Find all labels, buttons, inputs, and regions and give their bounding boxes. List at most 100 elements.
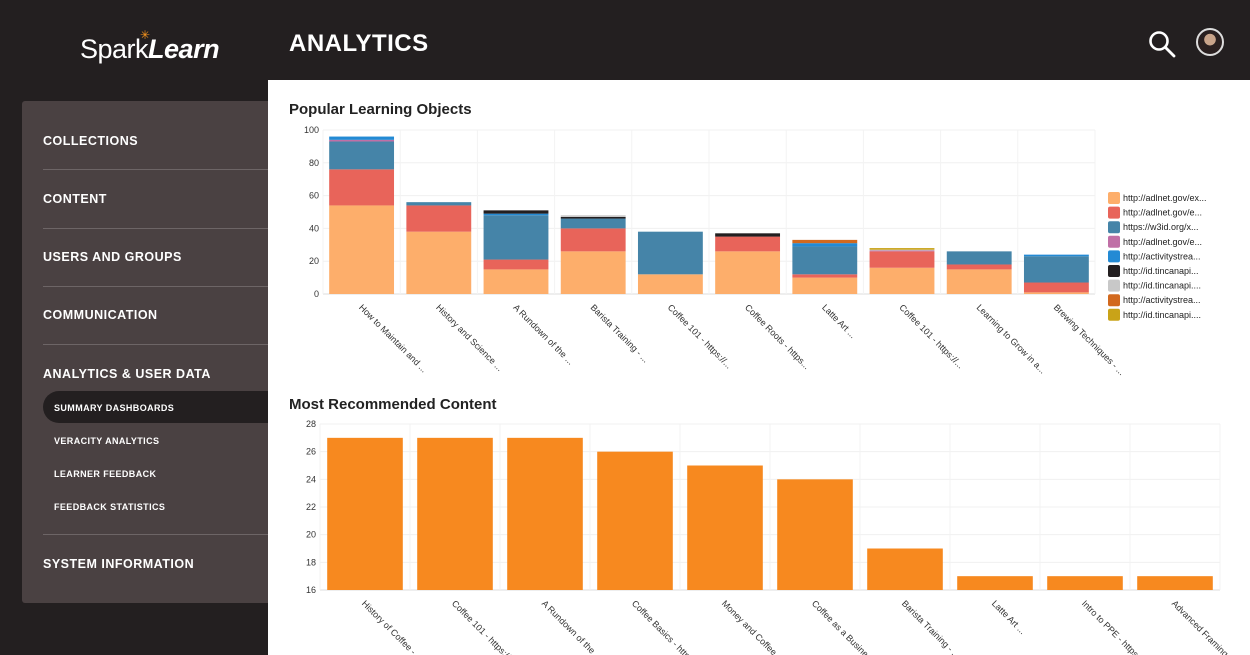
popular-learning-objects-chart: 0 20 40 60 80 100 How to Maintain and ... Histo… bbox=[304, 125, 1207, 377]
x-tick-label: Coffee 101 - https://... bbox=[666, 302, 734, 370]
legend-label: http://activitystrea... bbox=[1123, 251, 1201, 261]
x-tick-label: History and Science ... bbox=[434, 302, 505, 373]
bar bbox=[687, 465, 763, 590]
legend-swatch bbox=[1108, 250, 1120, 263]
bar-segment bbox=[560, 215, 626, 217]
legend-swatch bbox=[1108, 192, 1120, 204]
bar-segment bbox=[715, 233, 781, 237]
chart-title-popular: Popular Learning Objects bbox=[289, 101, 472, 118]
y-tick-label: 80 bbox=[309, 158, 319, 168]
bar-segment bbox=[1023, 282, 1089, 293]
y-tick-label: 28 bbox=[306, 419, 316, 429]
bar-segment bbox=[406, 202, 472, 206]
bar bbox=[417, 437, 493, 590]
bar-segment bbox=[715, 236, 781, 252]
chart-title-recommended: Most Recommended Content bbox=[289, 396, 497, 413]
bar bbox=[597, 451, 673, 590]
bar-segment bbox=[483, 259, 549, 270]
bar-segment bbox=[483, 269, 549, 294]
y-tick-label: 100 bbox=[304, 125, 319, 135]
x-tick-label: A Rundown of the ... bbox=[540, 598, 604, 655]
y-tick-label: 24 bbox=[306, 474, 316, 484]
bar-segment bbox=[946, 264, 1012, 270]
x-tick-label: Latte Art ... bbox=[990, 598, 1028, 636]
x-tick-label: History of Coffee - ... bbox=[360, 598, 425, 655]
spark-icon: ✳ bbox=[140, 28, 150, 42]
bar bbox=[1137, 576, 1213, 590]
sidebar-item-communication[interactable]: COMMUNICATION bbox=[43, 308, 158, 322]
sidebar-item-system-information[interactable]: SYSTEM INFORMATION bbox=[43, 557, 195, 571]
main-panel: Popular Learning Objects 0 20 40 60 80 100 How… bbox=[268, 80, 1250, 655]
bar-segment bbox=[406, 231, 472, 294]
subitem-summary-dashboards[interactable]: SUMMARY DASHBOARDS bbox=[54, 403, 175, 413]
bar-segment bbox=[869, 249, 935, 251]
bar-segment bbox=[329, 169, 395, 206]
x-tick-label: Coffee Basics - http... bbox=[630, 598, 698, 655]
bar-segment bbox=[1023, 256, 1089, 283]
bar-segment bbox=[1023, 254, 1089, 257]
most-recommended-chart: 16 18 20 22 24 26 28 History of Coffee - ... Cof… bbox=[306, 419, 1238, 655]
bar bbox=[327, 437, 403, 590]
sidebar-item-users-and-groups[interactable]: USERS AND GROUPS bbox=[43, 250, 182, 264]
bar-segment bbox=[792, 274, 858, 278]
subitem-feedback-statistics[interactable]: FEEDBACK STATISTICS bbox=[54, 502, 166, 512]
x-tick-label: Advanced Framing ... bbox=[1170, 598, 1238, 655]
avatar[interactable] bbox=[1196, 28, 1224, 56]
legend-swatch bbox=[1108, 265, 1120, 277]
legend-label: http://id.tincanapi.... bbox=[1123, 281, 1201, 291]
x-tick-label: Coffee 101 - https://... bbox=[450, 598, 518, 655]
legend-label: http://id.tincanapi... bbox=[1123, 266, 1199, 276]
bar-segment bbox=[560, 216, 626, 219]
y-tick-label: 20 bbox=[309, 256, 319, 266]
y-tick-label: 18 bbox=[306, 557, 316, 567]
legend-swatch bbox=[1108, 221, 1120, 234]
bar-segment bbox=[792, 243, 858, 247]
bar-segment bbox=[560, 218, 626, 229]
subitem-learner-feedback[interactable]: LEARNER FEEDBACK bbox=[54, 469, 157, 479]
bar-segment bbox=[329, 205, 395, 294]
bar-segment bbox=[946, 269, 1012, 294]
legend-swatch bbox=[1108, 206, 1120, 219]
x-tick-label: Money and Coffee ... bbox=[720, 598, 786, 655]
x-tick-label: Intro to PPE - https... bbox=[1080, 598, 1146, 655]
bar-segment bbox=[560, 251, 626, 294]
y-tick-label: 22 bbox=[306, 502, 316, 512]
page-title: ANALYTICS bbox=[289, 30, 429, 57]
y-tick-label: 40 bbox=[309, 223, 319, 233]
y-tick-label: 16 bbox=[306, 585, 316, 595]
legend-label: http://activitystrea... bbox=[1123, 295, 1201, 305]
divider bbox=[43, 169, 283, 170]
sidebar-item-analytics[interactable]: ANALYTICS & USER DATA bbox=[43, 367, 211, 381]
legend-label: http://adlnet.gov/e... bbox=[1123, 208, 1202, 218]
legend-label: http://adlnet.gov/ex... bbox=[1123, 193, 1207, 203]
legend-label: http://id.tincanapi.... bbox=[1123, 310, 1201, 320]
x-tick-label: Coffee Roots - https... bbox=[743, 302, 812, 371]
bar bbox=[957, 576, 1033, 590]
sidebar-item-collections[interactable]: COLLECTIONS bbox=[43, 134, 139, 148]
x-tick-label: Latte Art ... bbox=[820, 302, 858, 340]
x-tick-label: Coffee 101 - https://... bbox=[897, 302, 965, 370]
legend-swatch bbox=[1108, 294, 1120, 307]
bar-segment bbox=[560, 228, 626, 252]
search-icon[interactable] bbox=[1148, 30, 1176, 58]
y-tick-label: 20 bbox=[306, 530, 316, 540]
legend-swatch bbox=[1108, 308, 1120, 321]
sidebar-item-content[interactable]: CONTENT bbox=[43, 192, 107, 206]
bar-segment bbox=[483, 215, 549, 260]
bar-segment bbox=[946, 251, 1012, 265]
bar-segment bbox=[406, 205, 472, 232]
legend-swatch bbox=[1108, 279, 1120, 292]
bar-segment bbox=[483, 213, 549, 216]
bar bbox=[507, 437, 583, 590]
subitem-veracity-analytics[interactable]: VERACITY ANALYTICS bbox=[54, 436, 160, 446]
bar-segment bbox=[869, 248, 935, 250]
legend-label: http://adlnet.gov/e... bbox=[1123, 237, 1202, 247]
bar-segment bbox=[792, 246, 858, 275]
divider bbox=[43, 534, 283, 535]
bar-segment bbox=[329, 136, 395, 140]
bar-segment bbox=[792, 239, 858, 244]
bar-segment bbox=[483, 210, 549, 214]
y-tick-label: 60 bbox=[309, 191, 319, 201]
divider bbox=[43, 344, 283, 345]
logo[interactable]: ✳ SparkLearn bbox=[80, 28, 220, 64]
